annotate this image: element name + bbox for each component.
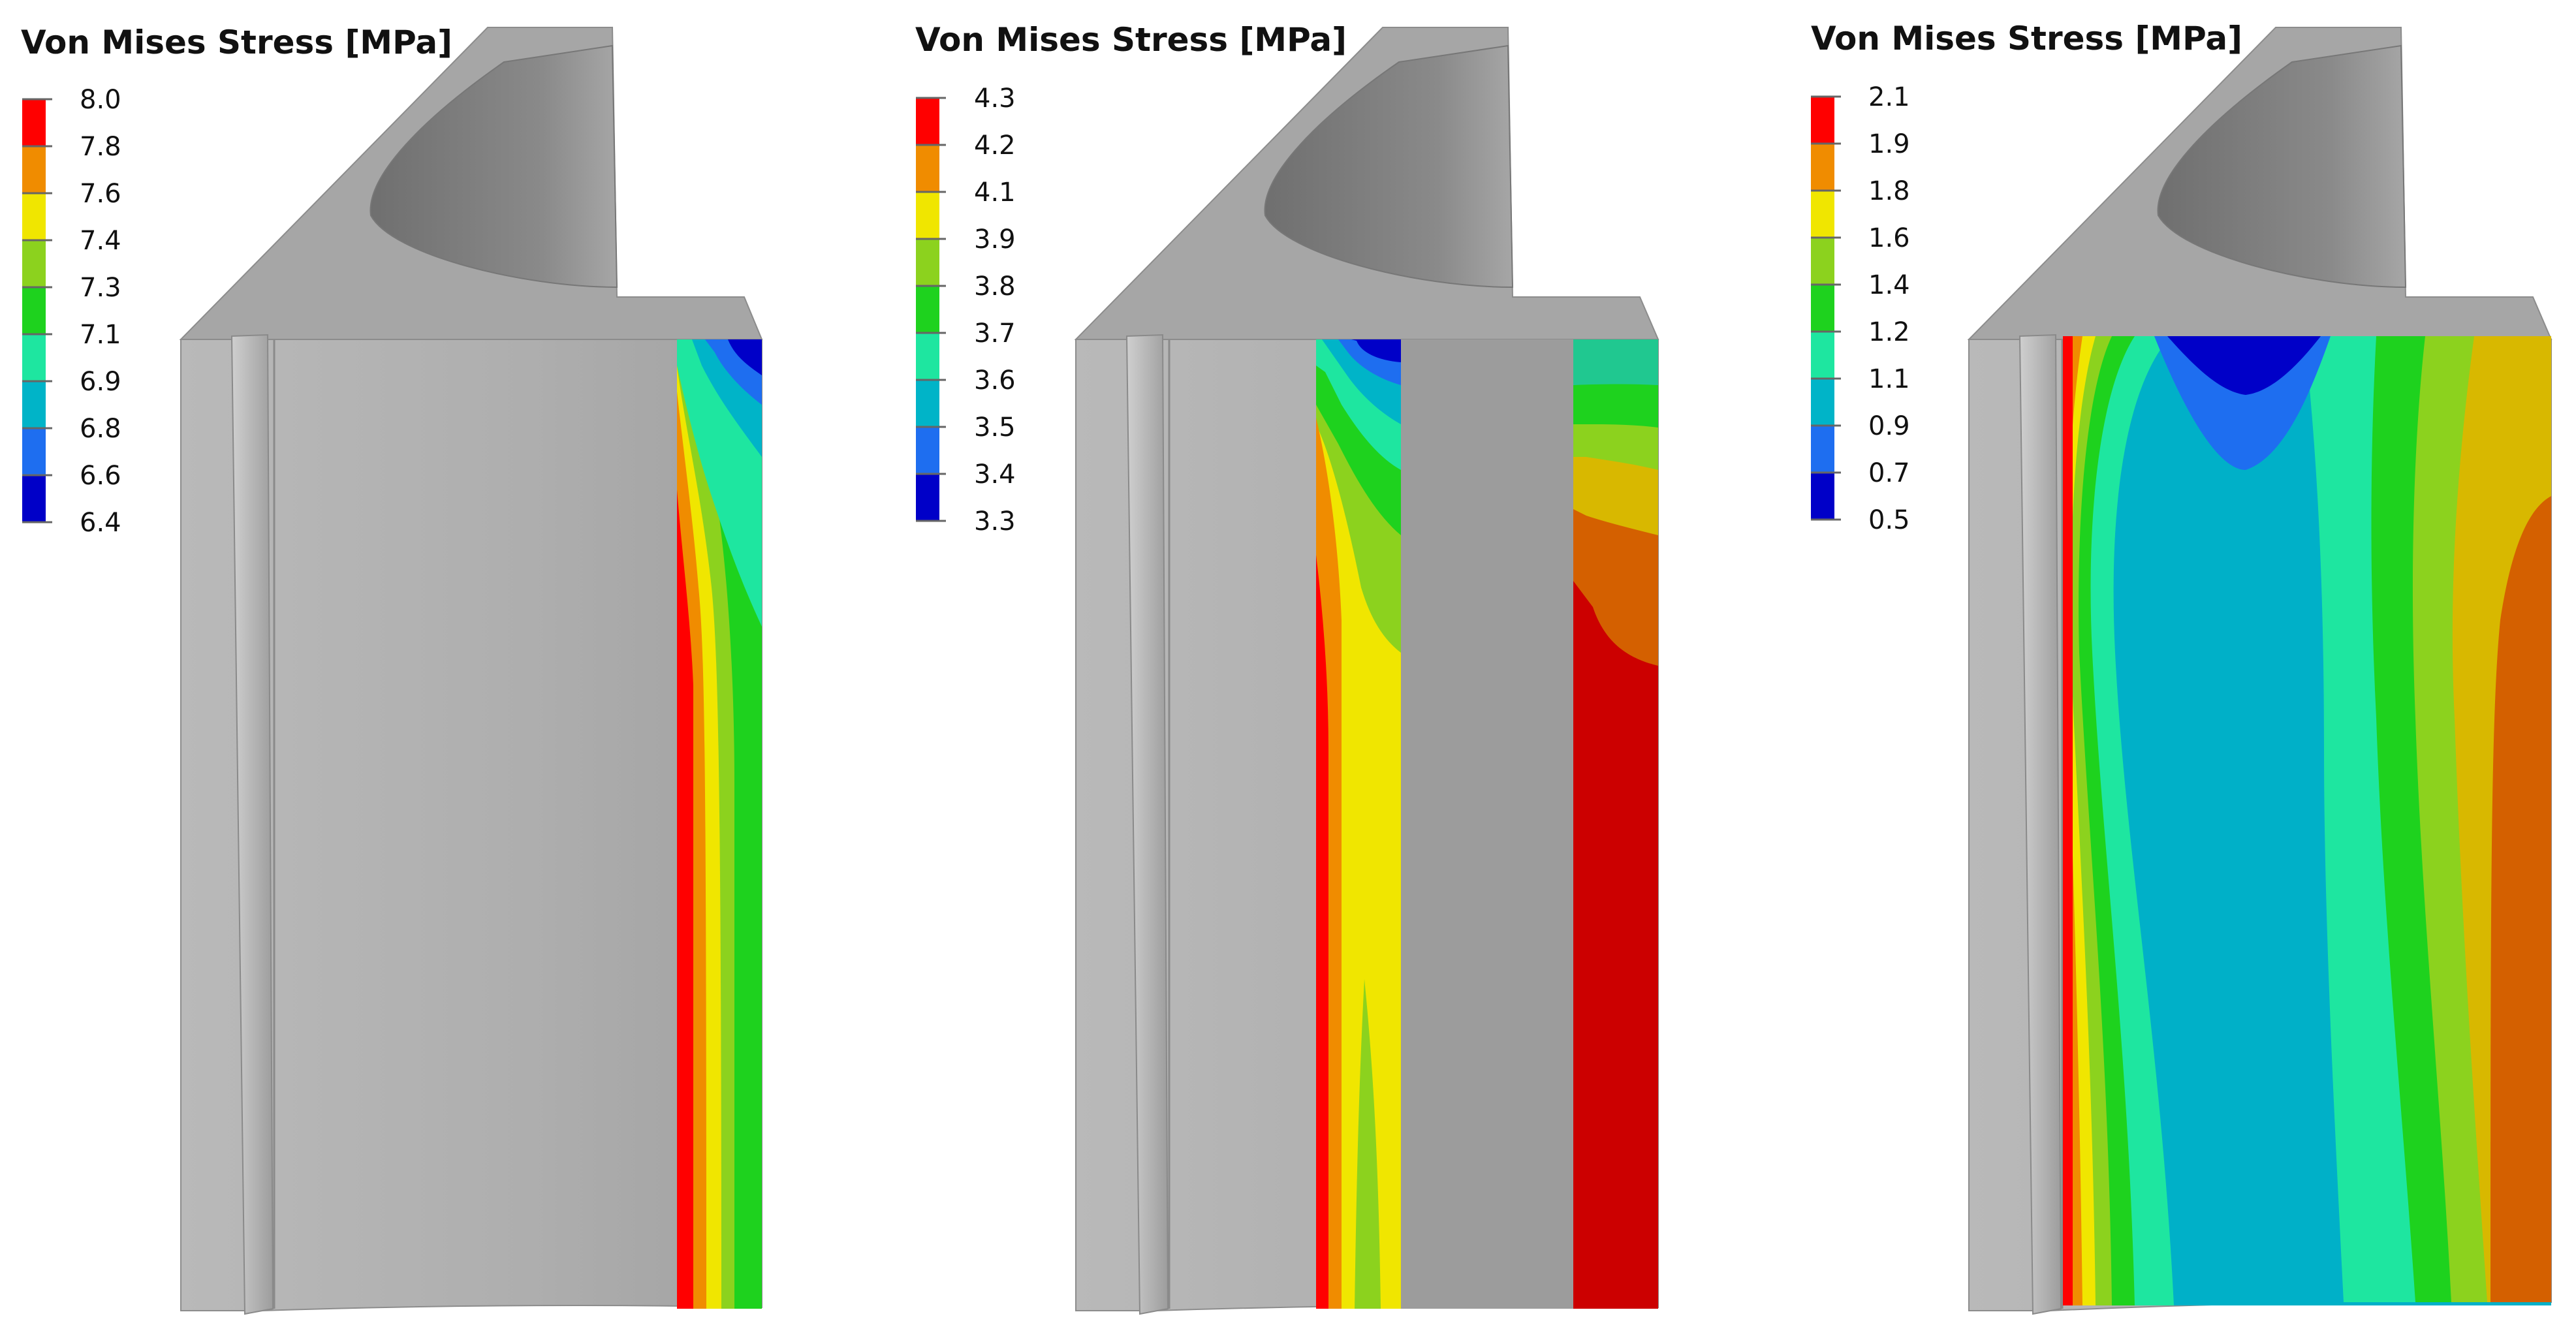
colorbar-band [22, 146, 46, 193]
colorbar-tick: 1.9 [1868, 129, 1910, 159]
colorbar-band [22, 240, 46, 287]
panel-1: Von Mises Stress [MPa] 8.0 7.8 7.6 7.4 7… [21, 23, 763, 1315]
colorbar [1811, 97, 1834, 520]
colorbar-band [22, 193, 46, 240]
colorbar-band [916, 239, 939, 286]
colorbar-band [1811, 144, 1834, 191]
colorbar-tick: 7.8 [80, 132, 121, 162]
colorbar-band [22, 99, 46, 151]
colorbar-title: Von Mises Stress [MPa] [21, 23, 452, 61]
stress-contour [1316, 339, 1401, 1309]
colorbar-ticks: 8.0 7.8 7.6 7.4 7.3 7.1 6.9 6.8 6.6 6.4 [22, 85, 121, 538]
colorbar-tick: 0.9 [1868, 411, 1910, 441]
colorbar-tick: 3.6 [974, 366, 1016, 396]
colorbar-band [916, 474, 939, 521]
stress-contour [2063, 336, 2551, 1305]
stress-contour [677, 339, 762, 1309]
colorbar-band [22, 428, 46, 475]
colorbar-tick: 6.4 [80, 508, 121, 538]
colorbar-tick: 6.8 [80, 414, 121, 444]
panel-2: Von Mises Stress [MPa] 4.3 4.2 4.1 3.9 3… [915, 21, 1659, 1315]
colorbar-tick: 4.3 [974, 84, 1016, 114]
colorbar-tick: 7.6 [80, 179, 121, 209]
colorbar-tick: 0.7 [1868, 458, 1910, 488]
colorbar-tick: 4.1 [974, 178, 1016, 208]
colorbar-ticks: 2.1 1.9 1.8 1.6 1.4 1.2 1.1 0.9 0.7 0.5 [1811, 82, 1910, 535]
colorbar-band [916, 145, 939, 192]
colorbar-tick: 3.3 [974, 507, 1016, 537]
colorbar-tick: 1.1 [1868, 364, 1910, 394]
colorbar-tick: 1.4 [1868, 270, 1910, 300]
colorbar [22, 99, 46, 522]
colorbar-tick: 2.1 [1868, 82, 1910, 112]
colorbar-band [1811, 238, 1834, 285]
colorbar-band [22, 287, 46, 334]
colorbar-band [22, 381, 46, 428]
colorbar-tick: 1.6 [1868, 223, 1910, 253]
colorbar-band [916, 192, 939, 239]
colorbar-tick: 3.7 [974, 319, 1016, 349]
colorbar-tick: 1.8 [1868, 176, 1910, 206]
colorbar-band [916, 333, 939, 380]
colorbar-tick: 3.5 [974, 413, 1016, 443]
colorbar-band [1811, 332, 1834, 379]
colorbar-tick: 3.8 [974, 272, 1016, 302]
colorbar-band [22, 334, 46, 381]
colorbar [916, 98, 939, 521]
colorbar-tick: 6.6 [80, 461, 121, 491]
colorbar-title: Von Mises Stress [MPa] [915, 21, 1347, 59]
colorbar-band [916, 427, 939, 474]
colorbar-band [916, 380, 939, 427]
colorbar-tick: 3.9 [974, 225, 1016, 255]
colorbar-band [1811, 97, 1834, 144]
colorbar-band [916, 286, 939, 333]
colorbar-tick: 8.0 [80, 85, 121, 115]
colorbar-ticks: 4.3 4.2 4.1 3.9 3.8 3.7 3.6 3.5 3.4 3.3 [916, 84, 1016, 537]
colorbar-tick: 7.3 [80, 273, 121, 303]
colorbar-band [22, 475, 46, 522]
colorbar-tick: 0.5 [1868, 505, 1910, 535]
panel-3: Von Mises Stress [MPa] 2.1 1.9 1.8 1.6 1… [1811, 20, 2552, 1315]
structure-model [1967, 27, 2552, 1315]
colorbar-band [1811, 379, 1834, 426]
colorbar-tick: 7.1 [80, 320, 121, 350]
colorbar-band [1811, 191, 1834, 238]
structure-model [179, 27, 763, 1315]
colorbar-tick: 1.2 [1868, 317, 1910, 347]
stress-contour [1573, 339, 1658, 1309]
structure-model [1074, 27, 1659, 1315]
colorbar-band [1811, 426, 1834, 473]
colorbar-tick: 3.4 [974, 460, 1016, 490]
colorbar-band [1811, 473, 1834, 520]
colorbar-tick: 6.9 [80, 367, 121, 397]
colorbar-tick: 4.2 [974, 131, 1016, 161]
colorbar-title: Von Mises Stress [MPa] [1811, 20, 2242, 57]
colorbar-tick: 7.4 [80, 226, 121, 256]
colorbar-band [916, 98, 939, 145]
colorbar-band [1811, 285, 1834, 332]
